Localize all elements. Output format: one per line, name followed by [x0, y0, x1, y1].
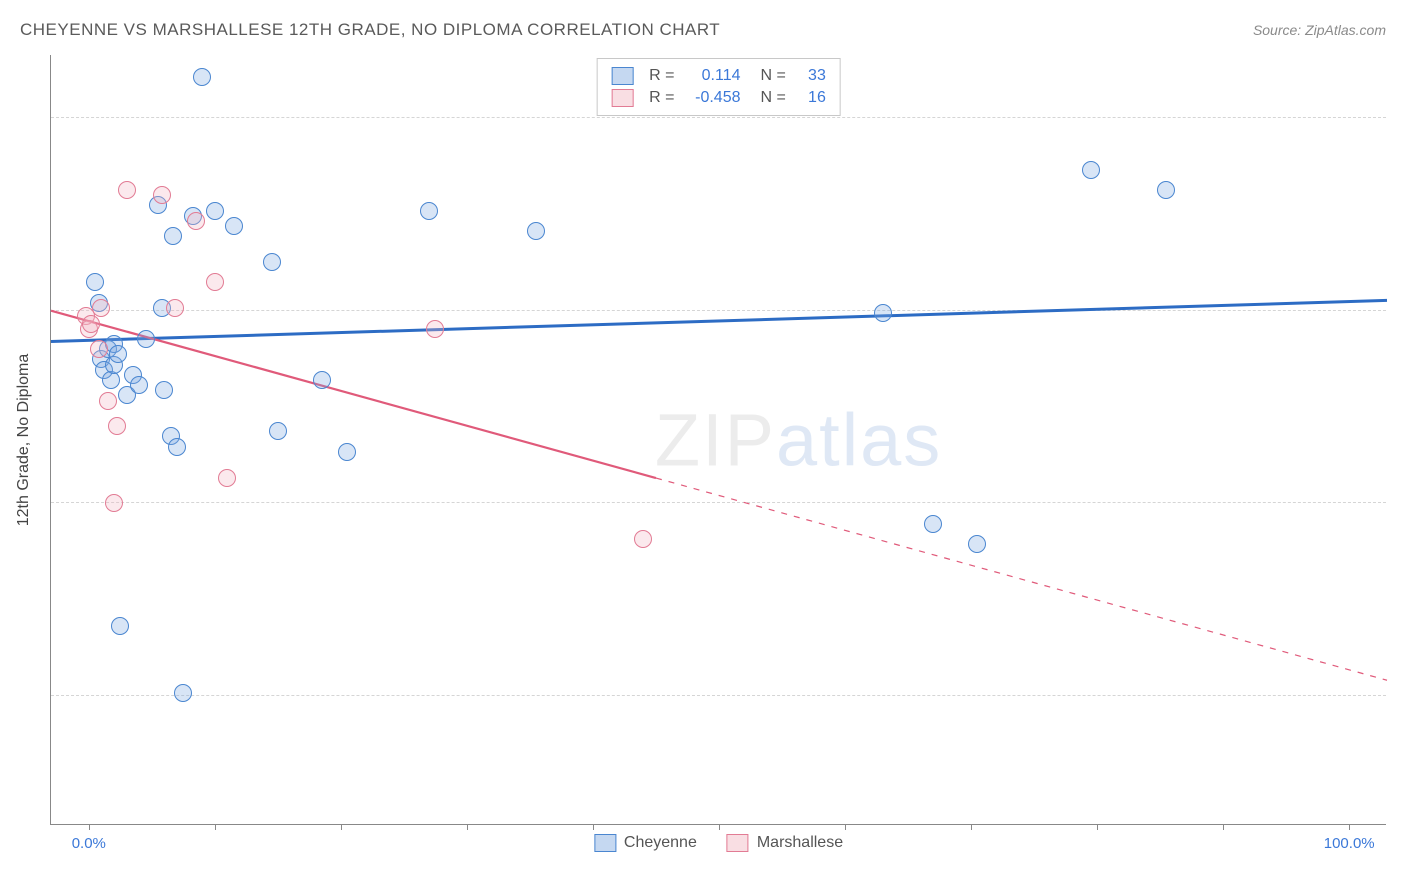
data-point — [155, 381, 173, 399]
data-point — [111, 617, 129, 635]
data-point — [1157, 181, 1175, 199]
x-tick — [719, 824, 720, 830]
data-point — [420, 202, 438, 220]
data-point — [187, 212, 205, 230]
data-point — [1082, 161, 1100, 179]
data-point — [338, 443, 356, 461]
x-tick — [1223, 824, 1224, 830]
x-tick-label: 0.0% — [72, 835, 106, 852]
data-point — [82, 315, 100, 333]
y-tick-label: 92.5% — [1394, 285, 1406, 302]
data-point — [168, 438, 186, 456]
source-label: Source: ZipAtlas.com — [1253, 22, 1386, 38]
data-point — [137, 330, 155, 348]
x-tick-label: 100.0% — [1324, 835, 1375, 852]
data-point — [99, 392, 117, 410]
data-point — [206, 202, 224, 220]
data-point — [874, 304, 892, 322]
x-tick — [593, 824, 594, 830]
data-point — [105, 494, 123, 512]
legend-swatch — [594, 834, 616, 852]
x-tick — [89, 824, 90, 830]
data-point — [527, 222, 545, 240]
series-legend-label: Cheyenne — [624, 834, 697, 852]
trend-line-solid — [51, 300, 1387, 341]
data-point — [263, 253, 281, 271]
data-point — [164, 227, 182, 245]
trend-layer — [51, 54, 1387, 824]
data-point — [634, 530, 652, 548]
data-point — [86, 273, 104, 291]
data-point — [130, 376, 148, 394]
data-point — [109, 345, 127, 363]
y-tick-label: 85.0% — [1394, 478, 1406, 495]
data-point — [118, 181, 136, 199]
legend-swatch — [727, 834, 749, 852]
series-legend: Cheyenne Marshallese — [594, 834, 843, 852]
chart-title: CHEYENNE VS MARSHALLESE 12TH GRADE, NO D… — [20, 20, 720, 40]
data-point — [313, 371, 331, 389]
x-tick — [1349, 824, 1350, 830]
series-legend-label: Marshallese — [757, 834, 843, 852]
data-point — [225, 217, 243, 235]
data-point — [426, 320, 444, 338]
x-tick — [467, 824, 468, 830]
data-point — [206, 273, 224, 291]
plot-area: ZIPatlas R =0.114N =33R =-0.458N =16 Che… — [50, 55, 1386, 825]
series-legend-item: Cheyenne — [594, 834, 697, 852]
data-point — [174, 684, 192, 702]
x-tick — [845, 824, 846, 830]
data-point — [102, 371, 120, 389]
title-bar: CHEYENNE VS MARSHALLESE 12TH GRADE, NO D… — [20, 20, 1386, 40]
x-tick — [971, 824, 972, 830]
data-point — [90, 340, 108, 358]
x-tick — [341, 824, 342, 830]
data-point — [968, 535, 986, 553]
trend-line-dashed — [656, 478, 1387, 680]
data-point — [218, 469, 236, 487]
y-tick-label: 100.0% — [1394, 93, 1406, 110]
data-point — [153, 186, 171, 204]
data-point — [166, 299, 184, 317]
x-tick — [215, 824, 216, 830]
x-tick — [1097, 824, 1098, 830]
data-point — [92, 299, 110, 317]
y-axis-label: 12th Grade, No Diploma — [15, 354, 33, 527]
data-point — [924, 515, 942, 533]
series-legend-item: Marshallese — [727, 834, 843, 852]
y-tick-label: 77.5% — [1394, 670, 1406, 687]
data-point — [108, 417, 126, 435]
data-point — [269, 422, 287, 440]
data-point — [193, 68, 211, 86]
